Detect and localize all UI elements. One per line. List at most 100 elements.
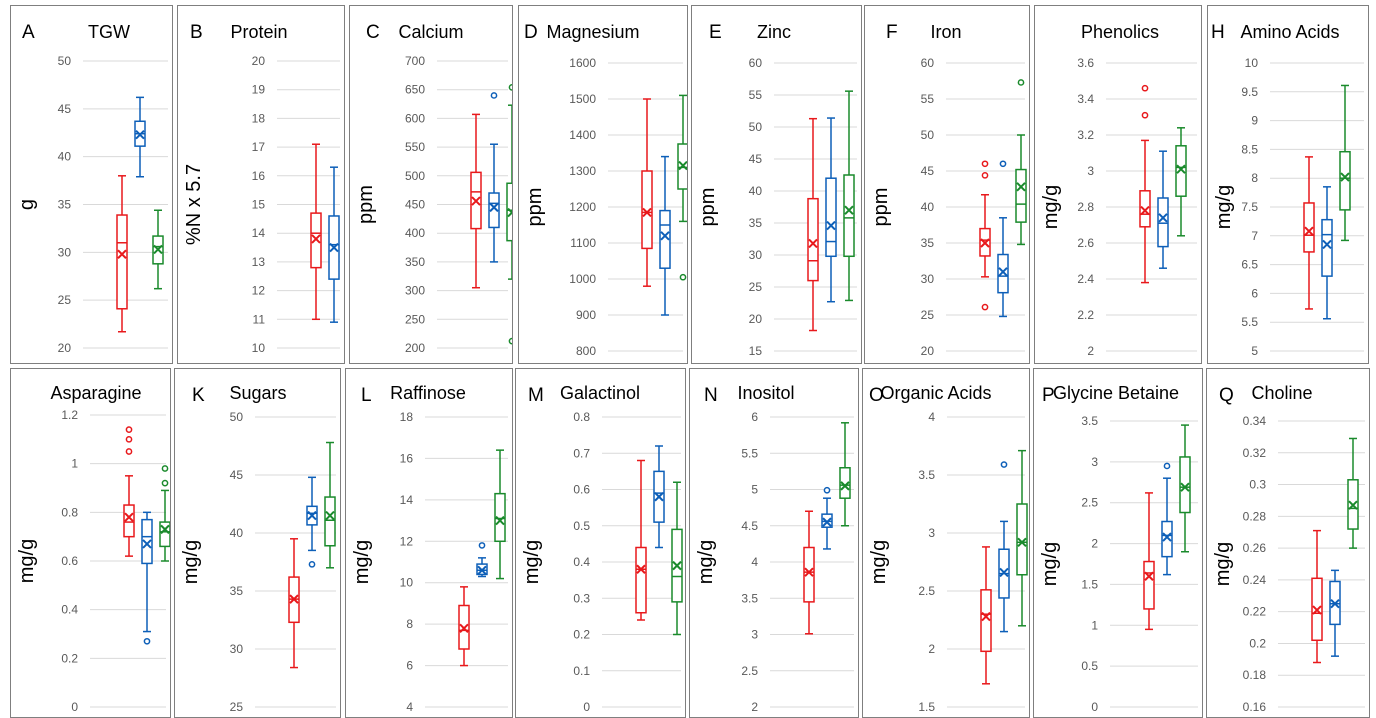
y-tick-label: 1100 [570,236,596,250]
y-tick-label: 4.5 [741,519,758,533]
mean-marker [325,510,335,521]
y-tick-label: 9 [1251,114,1258,128]
mean-marker [840,481,850,491]
outlier-point [981,171,989,179]
y-tick-label: 16 [252,169,266,183]
y-tick-label: 7 [1251,229,1258,243]
panel-letter: F [886,22,898,43]
y-axis-label: mg/g [521,540,543,584]
box-iqr [494,492,506,543]
y-tick-label: 30 [921,272,935,286]
outlier-point [478,542,486,549]
y-tick-label: 14 [252,226,266,240]
outlier-point [981,303,989,311]
chart-panel-p: P Glycine Betaine mg/g 0 0.5 1 1.5 2 2.5 3 3.5 [1033,368,1203,718]
y-tick-label: 30 [230,642,244,656]
panel-letter: E [709,22,722,43]
mean-marker [654,492,664,502]
box-blue [825,117,837,303]
box-blue [476,542,488,578]
box-green [494,449,506,580]
y-tick-label: 200 [405,341,425,355]
y-tick-label: 300 [405,284,425,298]
y-tick-label: 45 [921,164,935,178]
mean-marker [495,515,505,526]
y-tick-label: 0.8 [573,410,590,424]
chart-svg: F Iron ppm 20 25 30 35 40 45 50 55 60 [870,22,1027,358]
y-tick-label: 50 [230,410,244,424]
y-tick-label: 2.5 [918,584,935,598]
y-axis-label: mg/g [1039,542,1061,586]
box-green [843,90,855,302]
box-red [635,459,647,621]
box-green [1015,79,1027,246]
mean-marker [642,207,652,218]
box-blue [659,155,671,316]
y-tick-label: 10 [400,576,414,590]
y-tick-label: 250 [405,312,425,326]
y-tick-label: 4 [928,410,935,424]
chart-svg: E Zinc ppm 15 20 25 30 35 40 45 50 55 60 [697,22,857,358]
y-tick-label: 350 [405,255,425,269]
box-iqr [1175,145,1187,197]
y-tick-label: 40 [921,200,935,214]
chart-svg: D Magnesium ppm 800 900 1000 1100 1200 1300 1400 1… [524,22,687,358]
y-tick-label: 55 [749,88,763,102]
chart-title: Zinc [757,22,791,42]
box-red [1303,156,1315,310]
y-tick-label: 2.4 [1077,272,1094,286]
box-green [839,422,851,527]
box-blue [998,461,1010,633]
box-red [807,117,819,332]
box-red [1311,529,1323,664]
y-tick-label: 16 [400,451,414,465]
y-tick-label: 40 [230,526,244,540]
y-tick-label: 0.4 [61,603,78,617]
mean-marker [844,205,854,215]
y-tick-label: 0.22 [1243,605,1267,619]
chart-title: Amino Acids [1240,22,1339,42]
y-tick-label: 500 [405,169,425,183]
box-iqr [641,170,653,250]
y-tick-label: 45 [58,102,72,116]
y-tick-label: 45 [749,152,763,166]
y-tick-label: 2.2 [1077,308,1094,322]
y-tick-label: 0 [71,700,78,714]
panel-letter: P [1042,385,1055,406]
box-green [1347,437,1359,549]
y-tick-label: 0.2 [1249,636,1266,650]
mean-marker [822,517,832,527]
y-axis-label: mg/g [351,540,373,584]
y-axis-label: ppm [355,185,377,224]
y-axis-label: %N x 5.7 [183,164,205,245]
box-red [980,546,992,685]
y-tick-label: 5 [751,483,758,497]
box-iqr [1339,150,1351,211]
mean-marker [826,220,836,231]
y-tick-label: 35 [749,216,763,230]
panel-letter: D [524,22,538,43]
chart-svg: N Inositol mg/g 2 2.5 3 3.5 4 4.5 5 5.5 6 [695,383,854,714]
box-blue [306,476,318,568]
y-tick-label: 6 [1251,286,1258,300]
outlier-point [125,448,133,455]
y-tick-label: 25 [230,700,244,714]
y-tick-label: 0 [583,700,590,714]
mean-marker [1340,172,1350,182]
y-tick-label: 400 [405,226,425,240]
panel-letter: O [869,385,884,406]
chart-panel-n: N Inositol mg/g 2 2.5 3 3.5 4 4.5 5 5.5 6 [689,368,859,718]
chart-svg: Phenolics mg/g 2 2.2 2.4 2.6 2.8 3 3.2 3.4 3.6 [1040,22,1197,358]
y-tick-label: 3.2 [1077,128,1094,142]
mean-marker [307,510,317,521]
box-red [1143,492,1155,631]
y-tick-label: 1000 [569,272,596,286]
panel-letter: A [22,22,35,43]
y-tick-label: 4 [751,555,758,569]
box-red [458,586,470,667]
y-tick-label: 0.6 [61,554,78,568]
y-tick-label: 0.34 [1243,414,1267,428]
outlier-point [1163,462,1171,470]
y-tick-label: 15 [749,344,763,358]
y-tick-label: 900 [576,308,596,322]
